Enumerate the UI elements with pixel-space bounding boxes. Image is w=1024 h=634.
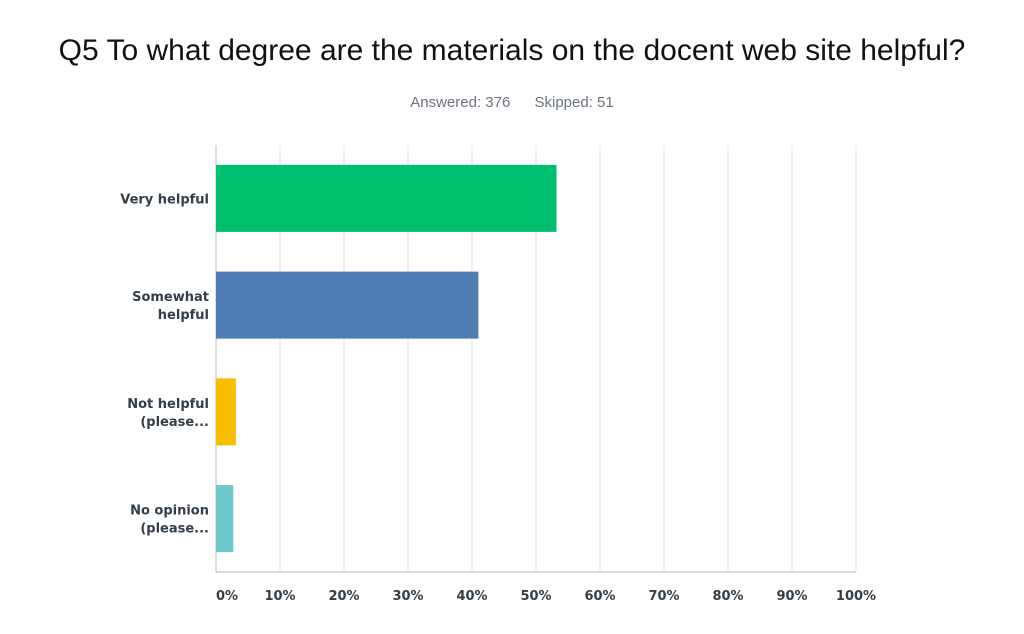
category-label: Somewhat <box>132 290 209 305</box>
category-label: Very helpful <box>120 192 209 207</box>
bar <box>216 378 236 446</box>
bar <box>216 485 234 553</box>
x-tick-label: 80% <box>712 589 743 604</box>
category-label: helpful <box>158 308 209 323</box>
x-tick-label: 0% <box>216 589 238 604</box>
x-tick-label: 50% <box>520 589 551 604</box>
bar <box>216 164 557 232</box>
x-tick-label: 30% <box>392 589 423 604</box>
response-stats: Answered: 376 Skipped: 51 <box>0 94 1024 111</box>
category-label: Not helpful <box>127 397 209 412</box>
chart-title: Q5 To what degree are the materials on t… <box>58 34 966 67</box>
x-tick-label: 90% <box>776 589 807 604</box>
x-tick-label: 70% <box>648 589 679 604</box>
category-label: (please... <box>140 522 209 537</box>
x-tick-label: 10% <box>264 589 295 604</box>
answered-count: Answered: 376 <box>410 94 511 111</box>
x-tick-label: 60% <box>584 589 615 604</box>
x-tick-label: 20% <box>328 589 359 604</box>
category-label: No opinion <box>130 504 209 519</box>
x-tick-label: 100% <box>836 589 876 604</box>
bar <box>216 271 479 339</box>
x-tick-label: 40% <box>456 589 487 604</box>
category-label: (please... <box>140 415 209 430</box>
skipped-count: Skipped: 51 <box>534 94 614 111</box>
